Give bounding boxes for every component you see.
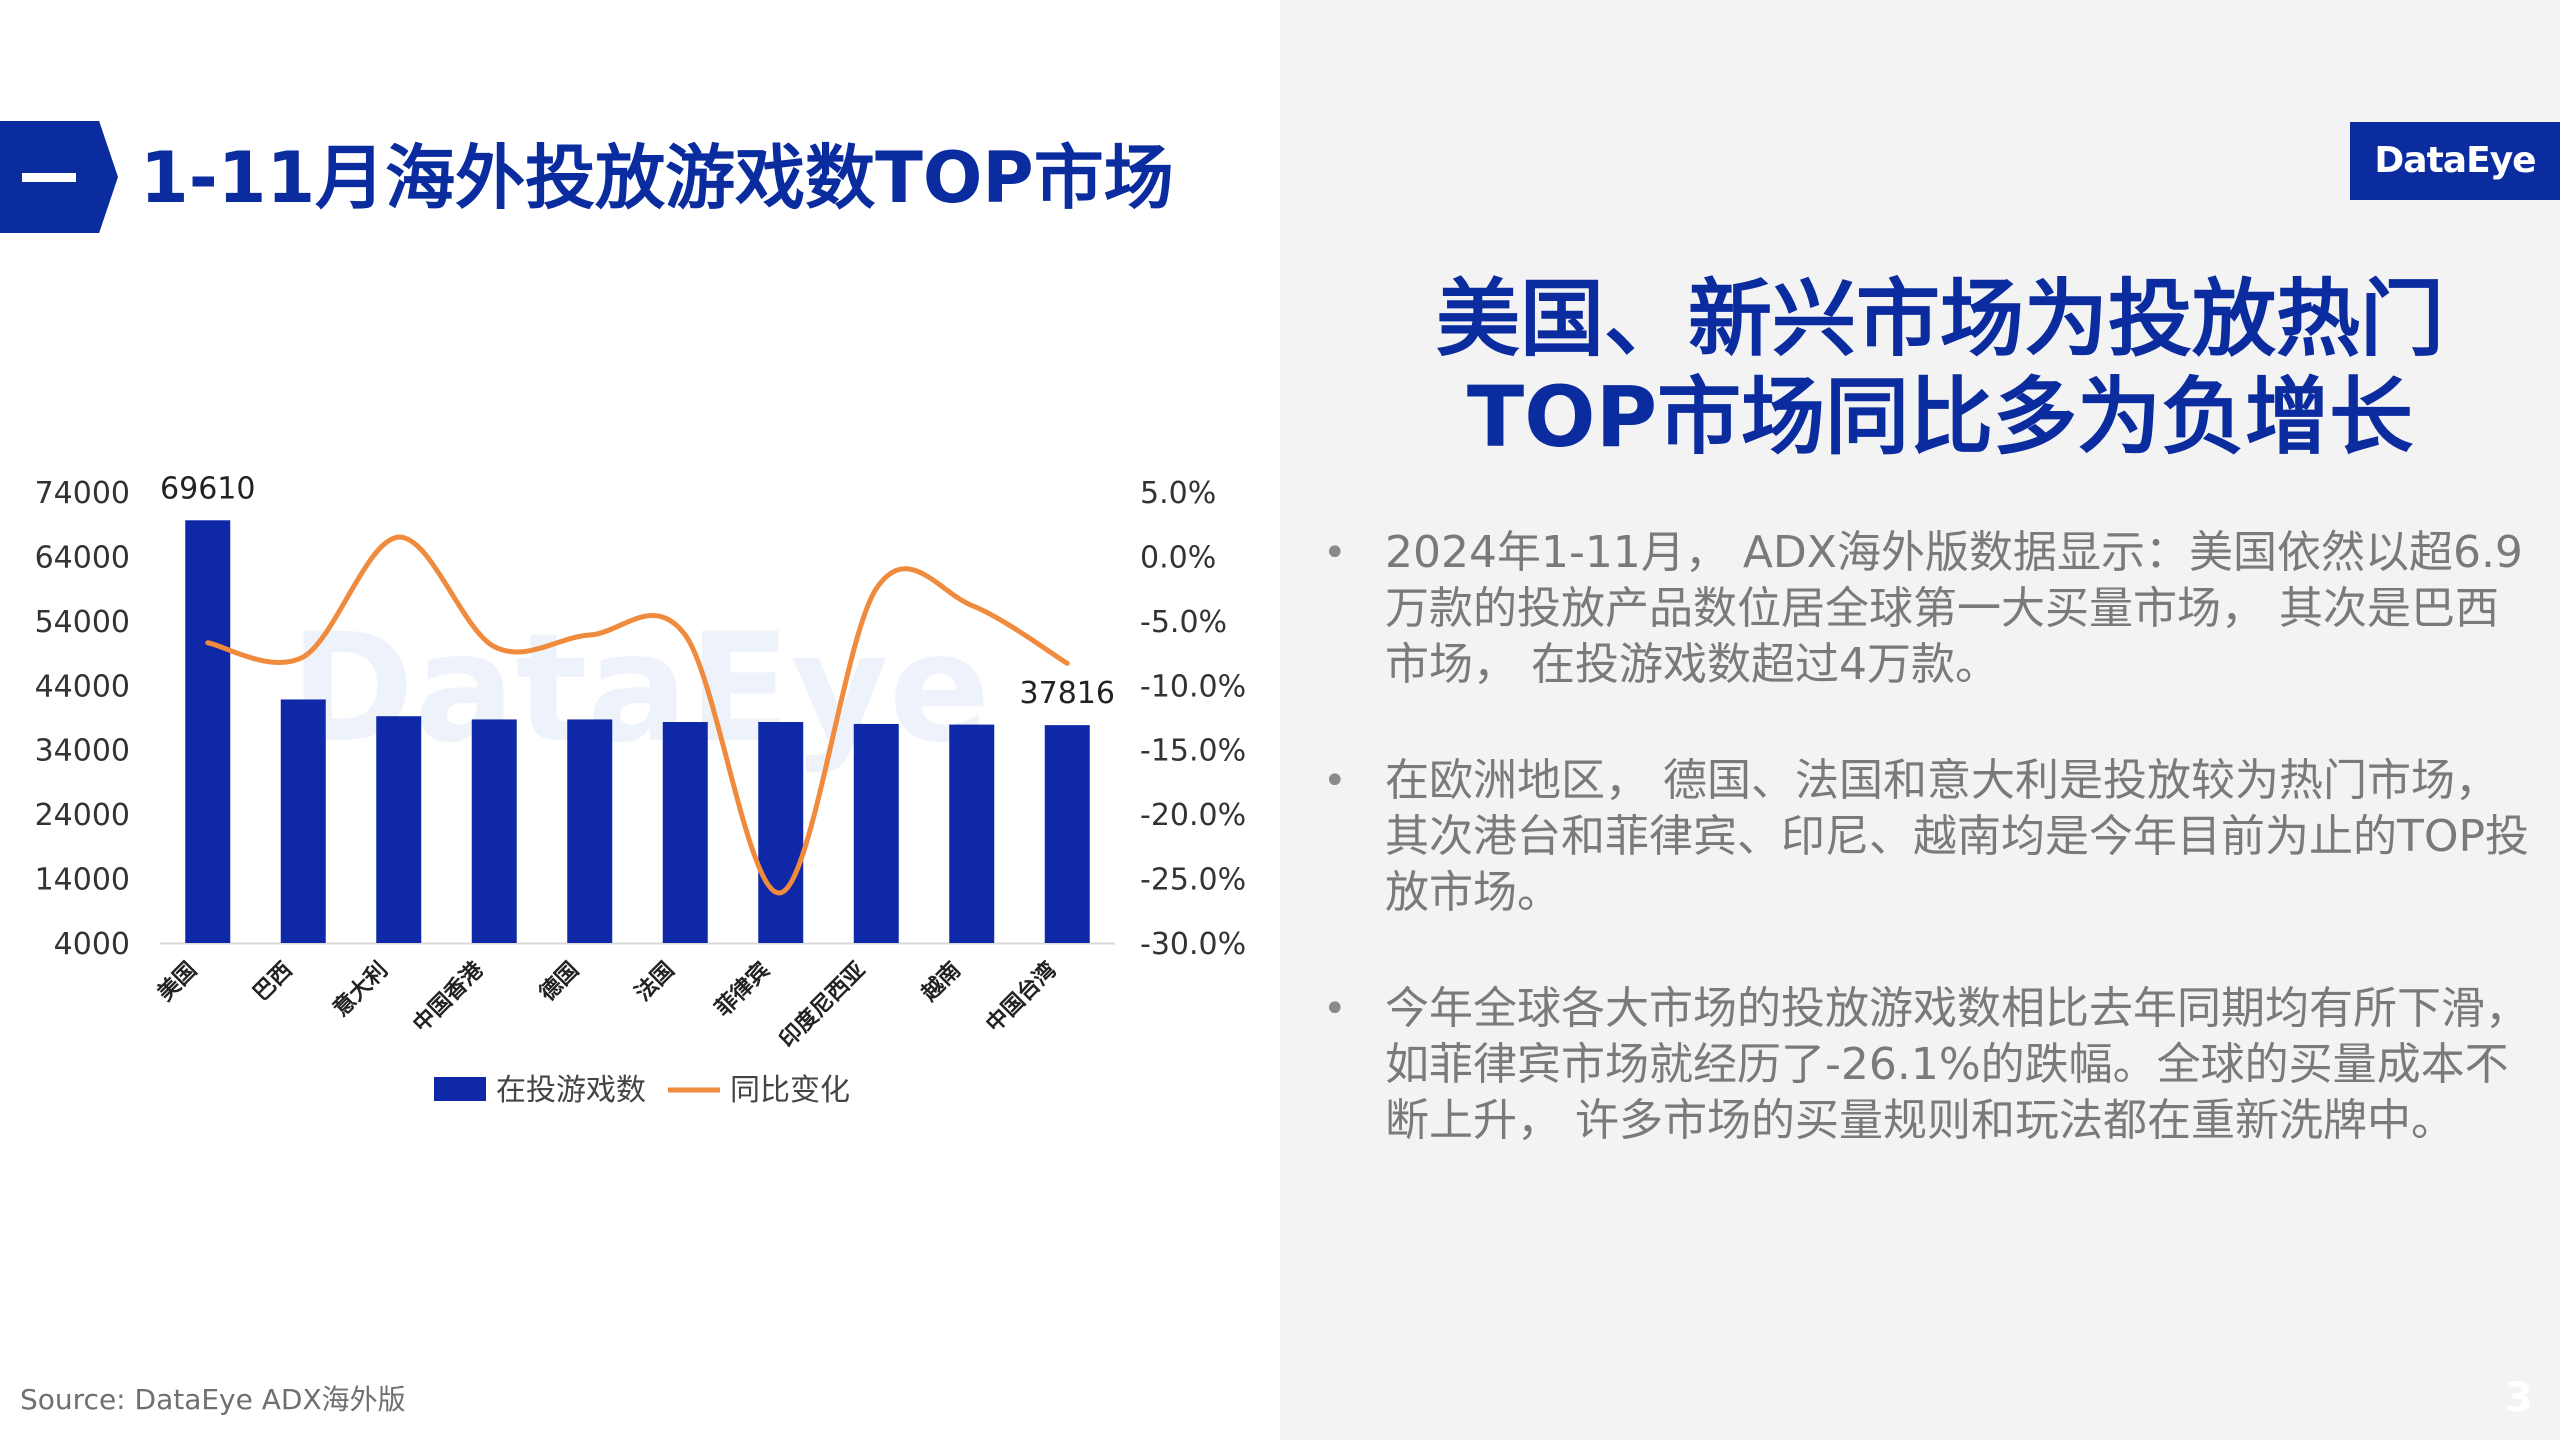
category-label: 德国 xyxy=(534,957,584,1007)
category-label: 菲律宾 xyxy=(710,957,775,1022)
y-left-tick-label: 64000 xyxy=(35,540,130,575)
headline-line-2: TOP市场同比多为负增长 xyxy=(1466,368,2414,466)
y-left-tick-label: 54000 xyxy=(35,605,130,640)
y-right-tick-label: -25.0% xyxy=(1140,863,1246,898)
bar xyxy=(1044,725,1090,943)
bar xyxy=(567,719,613,943)
y-right-tick-label: -15.0% xyxy=(1140,734,1246,769)
bullet-dot-icon: • xyxy=(1323,758,1347,804)
y-right-tick-label: -30.0% xyxy=(1140,927,1246,962)
category-label: 越南 xyxy=(916,958,966,1008)
bullet-text: 在欧洲地区， 德国、法国和意大利是投放较为热门市场， 其次港台和菲律宾、印尼、越… xyxy=(1385,755,2530,918)
bullet-dot-icon: • xyxy=(1323,986,1347,1032)
y-left-tick-label: 44000 xyxy=(35,669,130,704)
bullet-text: 2024年1-11月， ADX海外版数据显示：美国依然以超6.9万款的投放产品数… xyxy=(1385,527,2523,690)
y-right-tick-label: 0.0% xyxy=(1140,540,1216,575)
bullet-item: • 在欧洲地区， 德国、法国和意大利是投放较为热门市场， 其次港台和菲律宾、印尼… xyxy=(1320,753,2540,921)
y-left-tick-label: 24000 xyxy=(35,798,130,833)
category-label: 印度尼西亚 xyxy=(774,957,870,1053)
section-marker xyxy=(0,121,118,233)
y-left-tick-label: 4000 xyxy=(54,927,130,962)
headline-line-1: 美国、新兴市场为投放热门 xyxy=(1435,270,2444,368)
source-note: Source: DataEye ADX海外版 xyxy=(20,1383,406,1416)
bar xyxy=(853,723,899,943)
page-title: 1-11月海外投放游戏数TOP市场 xyxy=(140,137,1174,219)
category-label: 法国 xyxy=(631,958,680,1007)
category-label: 中国香港 xyxy=(409,957,490,1038)
legend-swatch-bar xyxy=(434,1077,486,1101)
bullet-item: • 2024年1-11月， ADX海外版数据显示：美国依然以超6.9万款的投放产… xyxy=(1320,525,2540,693)
y-right-tick-label: -20.0% xyxy=(1140,798,1246,833)
y-left-tick-label: 14000 xyxy=(35,863,130,898)
category-label: 中国台湾 xyxy=(981,957,1062,1038)
y-left-tick-label: 34000 xyxy=(35,734,130,769)
dataeye-logo: DataEye xyxy=(2350,122,2560,200)
bar xyxy=(185,520,231,943)
bar xyxy=(471,719,517,943)
combo-chart: DataEye400014000240003400044000540006400… xyxy=(35,471,1247,1108)
headline: 美国、新兴市场为投放热门 TOP市场同比多为负增长 xyxy=(1340,270,2540,466)
bar xyxy=(758,722,804,943)
data-label: 37816 xyxy=(1020,676,1115,711)
legend-label-bar: 在投游戏数 xyxy=(496,1073,646,1108)
bar xyxy=(662,722,708,943)
y-right-tick-label: -5.0% xyxy=(1140,605,1227,640)
y-left-tick-label: 74000 xyxy=(35,476,130,511)
section-dash-icon xyxy=(22,173,76,182)
bullet-item: • 今年全球各大市场的投放游戏数相比去年同期均有所下滑， 如菲律宾市场就经历了-… xyxy=(1320,981,2540,1149)
category-label: 巴西 xyxy=(249,958,298,1007)
bullet-list: • 2024年1-11月， ADX海外版数据显示：美国依然以超6.9万款的投放产… xyxy=(1320,525,2540,1209)
y-right-tick-label: 5.0% xyxy=(1140,476,1216,511)
bullet-dot-icon: • xyxy=(1323,530,1347,576)
legend-label-line: 同比变化 xyxy=(730,1073,850,1108)
bar xyxy=(376,716,422,943)
bullet-text: 今年全球各大市场的投放游戏数相比去年同期均有所下滑， 如菲律宾市场就经历了-26… xyxy=(1385,983,2529,1146)
data-label: 69610 xyxy=(160,471,255,506)
series-line-yoy xyxy=(205,534,1070,896)
category-label: 美国 xyxy=(152,957,202,1007)
bar xyxy=(949,724,995,943)
y-right-tick-label: -10.0% xyxy=(1140,669,1246,704)
page-number: 3 xyxy=(2505,1375,2533,1421)
bar xyxy=(280,699,326,943)
category-label: 意大利 xyxy=(328,957,393,1022)
right-pane xyxy=(1280,0,2560,1440)
